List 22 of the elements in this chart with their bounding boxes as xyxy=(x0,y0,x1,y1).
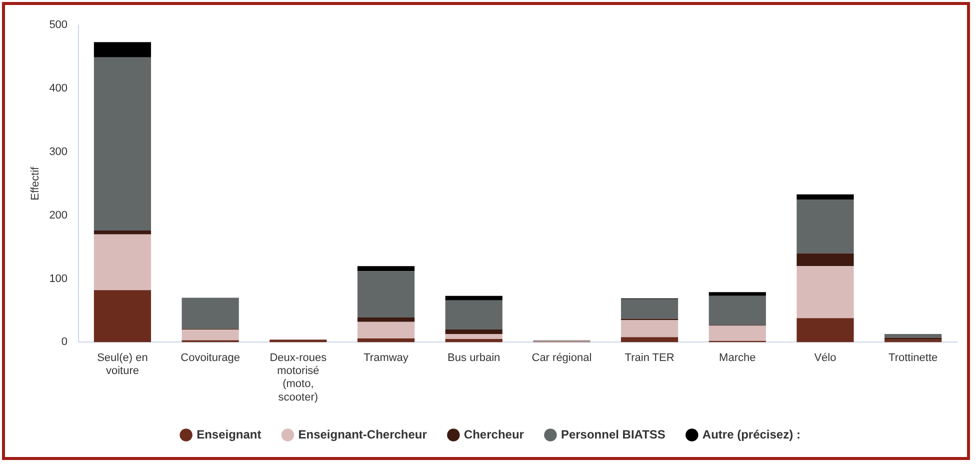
x-tick-label: Covoiturage xyxy=(180,352,240,364)
x-tick-label: Trottinette xyxy=(888,352,938,364)
x-tick-label: Car régional xyxy=(532,352,592,364)
x-tick-label: Bus urbain xyxy=(448,352,500,364)
x-tick-label: Seul(e) en voiture xyxy=(97,352,148,378)
legend-label: Personnel BIATSS xyxy=(560,427,666,442)
y-tick-label: 500 xyxy=(49,19,68,32)
x-tick-label: Marche xyxy=(719,352,756,364)
x-tick-label: Tramway xyxy=(364,352,409,364)
legend-label: Enseignant-Chercheur xyxy=(298,427,428,442)
y-tick-label: 300 xyxy=(49,146,68,158)
legend-label: Chercheur xyxy=(464,427,524,442)
y-tick-label: 100 xyxy=(49,272,68,285)
y-axis-title: Effectif xyxy=(30,166,42,200)
legend-label: Enseignant xyxy=(196,427,262,442)
y-tick-label: 200 xyxy=(49,209,68,222)
x-tick-label: Vélo xyxy=(814,352,836,364)
y-tick-label: 0 xyxy=(61,336,68,348)
y-tick-label: 400 xyxy=(49,82,68,94)
x-tick-label: Train TER xyxy=(624,352,674,364)
x-tick-label: Deux-roues motorisé (moto, scooter) xyxy=(270,352,328,404)
legend-label: Autre (précisez) : xyxy=(702,427,800,442)
